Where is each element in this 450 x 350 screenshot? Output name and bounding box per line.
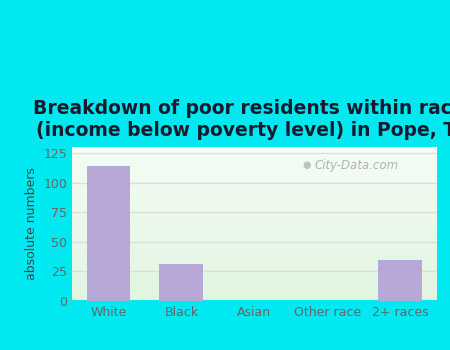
Text: City-Data.com: City-Data.com xyxy=(314,159,398,172)
Bar xyxy=(378,260,422,301)
Title: Breakdown of poor residents within races
(income below poverty level) in Pope, T: Breakdown of poor residents within races… xyxy=(33,99,450,140)
Y-axis label: absolute numbers: absolute numbers xyxy=(25,168,38,280)
Bar xyxy=(86,166,130,301)
Bar xyxy=(159,264,203,301)
Text: ●: ● xyxy=(303,161,311,170)
